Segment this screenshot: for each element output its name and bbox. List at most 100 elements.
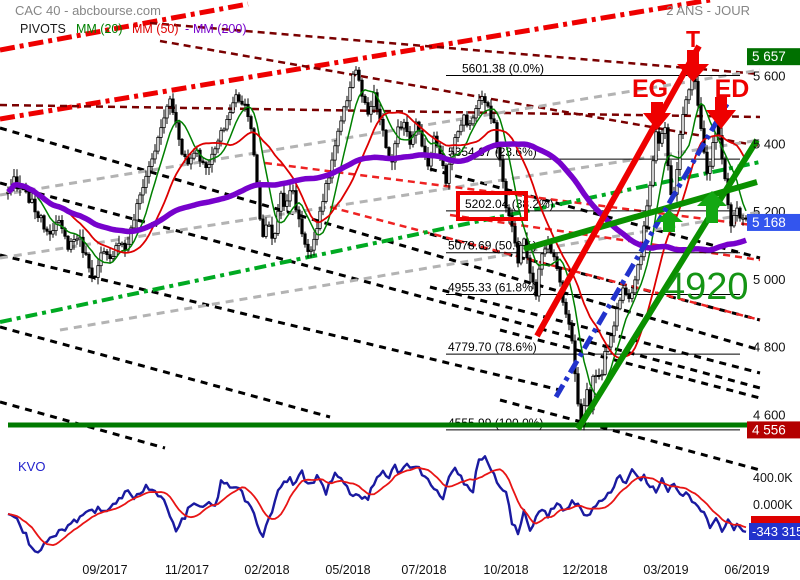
x-axis-date: 07/2018 xyxy=(401,563,446,577)
ma-line-8 xyxy=(7,89,747,396)
pivot-line xyxy=(0,138,761,260)
candle-body xyxy=(327,177,331,184)
candle-body xyxy=(120,242,124,245)
candle-body xyxy=(132,219,136,229)
candle-body xyxy=(273,233,277,239)
candle-body xyxy=(45,228,49,232)
kvo-line xyxy=(7,455,747,554)
candle-body xyxy=(543,248,547,255)
candle-body xyxy=(111,256,115,260)
candle-body xyxy=(87,253,91,269)
candle-body xyxy=(225,118,229,130)
candle-body xyxy=(405,121,409,133)
candle-body xyxy=(222,128,226,132)
candle-body xyxy=(681,114,685,135)
candle-body xyxy=(159,127,163,138)
candle-body xyxy=(183,153,187,157)
candle-body xyxy=(636,264,640,281)
candle-body xyxy=(516,242,520,264)
candle-body xyxy=(624,287,628,295)
candle-body xyxy=(570,323,574,342)
candle-body xyxy=(204,162,208,169)
price-badge xyxy=(747,421,800,439)
candle-body xyxy=(189,157,193,165)
candle-body xyxy=(144,175,148,188)
candle-body xyxy=(375,92,379,110)
candle-body xyxy=(564,301,568,315)
candle-body xyxy=(57,220,61,223)
candle-body xyxy=(651,160,655,186)
candle-body xyxy=(462,114,466,126)
candle-body xyxy=(240,100,244,105)
fib-label: 4779.70 (78.6%) xyxy=(448,340,537,354)
candle-body xyxy=(528,257,532,274)
candle-body xyxy=(363,95,367,103)
pivot-line xyxy=(329,205,761,322)
candle-body xyxy=(219,130,223,142)
candle-body xyxy=(474,108,478,119)
green-up-arrow-icon xyxy=(655,210,683,232)
candle-body xyxy=(138,194,142,205)
candle-body xyxy=(519,245,523,264)
candle-body xyxy=(492,118,496,123)
candle-body xyxy=(741,217,745,220)
candle-body xyxy=(342,106,346,122)
candle-body xyxy=(312,238,316,251)
candle-body xyxy=(534,281,538,297)
candle-body xyxy=(705,151,709,174)
price-badge-label: 5 657 xyxy=(752,49,786,64)
ma-line-70 xyxy=(6,141,747,253)
candle-body xyxy=(33,198,37,213)
red-down-arrow-icon xyxy=(706,97,736,129)
candle-body xyxy=(153,150,157,160)
candle-body xyxy=(243,103,247,106)
candle-body xyxy=(708,165,712,174)
candle-body xyxy=(66,235,70,250)
candle-body xyxy=(501,159,505,182)
candle-body xyxy=(150,158,154,167)
candle-body xyxy=(699,104,703,129)
candle-body xyxy=(147,166,151,177)
candle-body xyxy=(207,164,211,169)
pivot-line xyxy=(159,39,761,148)
candle-body xyxy=(237,94,241,102)
candle-body xyxy=(162,117,166,129)
candle-body xyxy=(507,207,511,217)
candle-body xyxy=(603,350,607,375)
candle-body xyxy=(573,340,577,375)
candle-body xyxy=(255,154,259,186)
candle-body xyxy=(177,122,181,140)
candle-body xyxy=(75,238,79,241)
candle-body xyxy=(729,204,733,227)
kvo-signal-line xyxy=(7,466,747,546)
candle-body xyxy=(420,130,424,147)
candle-body xyxy=(231,102,235,113)
candle-body xyxy=(300,218,304,235)
candle-body xyxy=(657,131,661,144)
y-axis-tick: 5 400 xyxy=(753,136,786,151)
candle-body xyxy=(141,187,145,196)
pivot-line xyxy=(0,1,249,53)
candle-body xyxy=(213,148,217,155)
candle-body xyxy=(291,190,295,193)
candle-body xyxy=(735,207,739,216)
price-badge-label: 4 556 xyxy=(752,422,786,437)
candle-body xyxy=(282,192,286,207)
pivot-line xyxy=(0,0,711,122)
candle-body xyxy=(303,233,307,245)
pivot-line xyxy=(0,325,331,419)
candle-body xyxy=(228,112,232,120)
y-axis-tick: 5 000 xyxy=(753,272,786,287)
candle-body xyxy=(687,89,691,101)
kvo-badge-label: -343 315 xyxy=(752,524,800,539)
candle-body xyxy=(489,105,493,120)
candle-body xyxy=(744,217,748,220)
candle-body xyxy=(615,308,619,327)
candle-body xyxy=(72,239,76,242)
pivot-line xyxy=(0,126,761,352)
candle-body xyxy=(60,220,64,229)
candle-body xyxy=(558,268,562,283)
candle-body xyxy=(411,134,415,145)
pivot-line xyxy=(0,68,761,197)
